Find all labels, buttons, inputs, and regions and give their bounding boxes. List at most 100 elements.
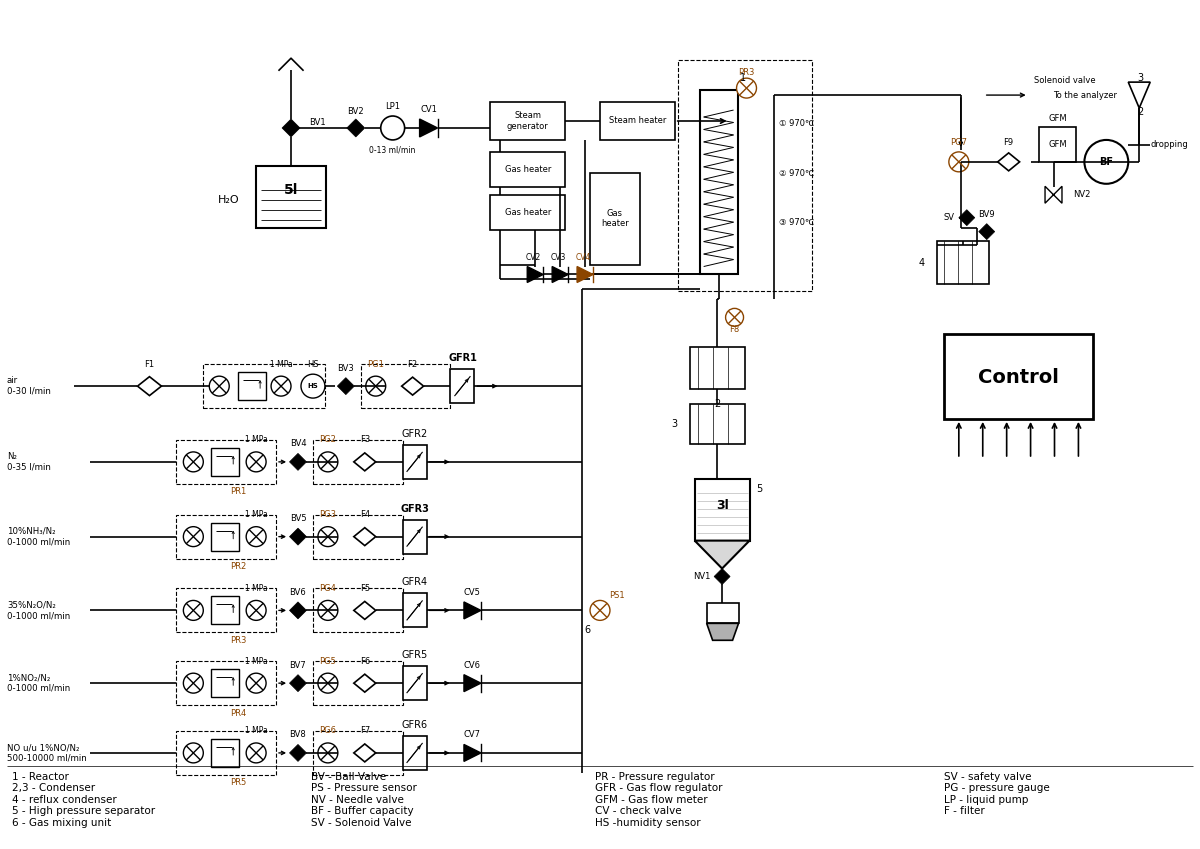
Text: BV2: BV2 [348, 106, 364, 115]
Circle shape [318, 526, 338, 547]
Polygon shape [289, 602, 306, 619]
Text: BV6: BV6 [289, 588, 306, 597]
Text: F8: F8 [730, 325, 739, 334]
Circle shape [380, 116, 404, 140]
Text: CV4: CV4 [575, 253, 590, 262]
Circle shape [737, 78, 756, 98]
Text: H₂O: H₂O [217, 194, 239, 205]
Text: 3l: 3l [715, 499, 728, 512]
Circle shape [184, 600, 203, 621]
Text: PR4: PR4 [230, 709, 247, 717]
Text: N₂
0-35 l/min: N₂ 0-35 l/min [7, 453, 50, 471]
Circle shape [246, 600, 266, 621]
Text: F9: F9 [1003, 138, 1014, 148]
Text: 1 MPa: 1 MPa [245, 584, 268, 593]
Text: 5l: 5l [284, 183, 299, 197]
Text: 3: 3 [672, 419, 678, 429]
Text: ③ 970℃: ③ 970℃ [780, 218, 815, 228]
Text: 1 MPa: 1 MPa [270, 360, 293, 368]
Bar [695, 479, 750, 541]
Circle shape [366, 376, 385, 396]
Bar [700, 90, 738, 274]
Circle shape [184, 452, 203, 472]
Text: 5: 5 [756, 484, 763, 494]
Bar [313, 731, 403, 775]
Circle shape [246, 673, 266, 693]
Text: Control: Control [978, 368, 1060, 386]
Text: Gas
heater: Gas heater [601, 209, 629, 228]
Bar [403, 520, 426, 554]
Text: GFR2: GFR2 [402, 429, 427, 439]
Text: GFR3: GFR3 [400, 503, 430, 514]
Text: GFR5: GFR5 [402, 650, 427, 661]
Text: GFM: GFM [1048, 140, 1067, 149]
Polygon shape [577, 267, 593, 283]
Text: CV6: CV6 [464, 661, 481, 670]
Circle shape [301, 374, 325, 398]
Text: F4: F4 [360, 510, 370, 520]
Bar [1038, 127, 1076, 162]
Text: ② 970℃: ② 970℃ [780, 169, 815, 177]
Text: BV9: BV9 [978, 211, 995, 219]
Bar [176, 661, 276, 705]
Text: CV - check valve: CV - check valve [595, 807, 682, 816]
Text: 1 MPa: 1 MPa [245, 510, 268, 520]
Text: PR2: PR2 [230, 562, 247, 571]
Polygon shape [347, 119, 365, 137]
Text: Gas heater: Gas heater [504, 208, 551, 216]
Bar [211, 739, 239, 767]
Text: Solenoid valve: Solenoid valve [1033, 76, 1096, 85]
Circle shape [209, 376, 229, 396]
Text: 35%N₂O/N₂
0-1000 ml/min: 35%N₂O/N₂ 0-1000 ml/min [7, 601, 70, 620]
Text: F3: F3 [360, 436, 370, 444]
Text: CV5: CV5 [464, 588, 481, 597]
Polygon shape [464, 675, 481, 692]
Text: dropping: dropping [1150, 140, 1188, 149]
Polygon shape [337, 378, 354, 395]
Text: PR1: PR1 [230, 487, 247, 497]
Polygon shape [289, 528, 306, 545]
Text: 1: 1 [739, 73, 745, 83]
Bar [361, 364, 450, 408]
Text: 3: 3 [1138, 73, 1144, 83]
Text: CV7: CV7 [464, 730, 481, 739]
Bar [690, 347, 744, 389]
Text: BF - Buffer capacity: BF - Buffer capacity [311, 807, 414, 816]
Circle shape [590, 600, 610, 621]
Circle shape [271, 376, 292, 396]
Text: BV4: BV4 [289, 440, 306, 448]
Circle shape [246, 743, 266, 763]
Text: F1: F1 [144, 360, 155, 368]
Text: SV - Solenoid Valve: SV - Solenoid Valve [311, 818, 412, 828]
Text: Steam
generator: Steam generator [506, 111, 548, 131]
Bar [203, 364, 325, 408]
Text: 2: 2 [1138, 107, 1144, 117]
Bar [491, 152, 565, 187]
Text: CV1: CV1 [420, 104, 437, 114]
Text: PG5: PG5 [319, 657, 336, 666]
Text: SV: SV [943, 213, 954, 222]
Text: GFR4: GFR4 [402, 577, 427, 588]
Bar [403, 445, 426, 479]
Text: 1 MPa: 1 MPa [245, 727, 268, 735]
Bar [176, 514, 276, 559]
Text: NV1: NV1 [694, 572, 710, 581]
Polygon shape [695, 541, 750, 569]
Text: ① 970℃: ① 970℃ [780, 119, 815, 128]
Text: BV1: BV1 [308, 119, 325, 127]
Text: NO u/u 1%NO/N₂
500-10000 ml/min: NO u/u 1%NO/N₂ 500-10000 ml/min [7, 743, 86, 762]
Text: BV3: BV3 [337, 363, 354, 373]
Bar [678, 60, 812, 291]
Text: PG1: PG1 [367, 360, 384, 368]
Text: NV - Needle valve: NV - Needle valve [311, 795, 404, 805]
Polygon shape [714, 569, 730, 584]
Text: To the analyzer: To the analyzer [1054, 91, 1117, 99]
Text: GFM - Gas flow meter: GFM - Gas flow meter [595, 795, 708, 805]
Bar [491, 194, 565, 229]
Text: 1 MPa: 1 MPa [245, 436, 268, 444]
Text: GFM: GFM [1048, 114, 1067, 122]
Text: PR3: PR3 [230, 636, 247, 644]
Bar [211, 597, 239, 624]
Text: GFR6: GFR6 [402, 720, 427, 730]
Bar [450, 369, 474, 403]
